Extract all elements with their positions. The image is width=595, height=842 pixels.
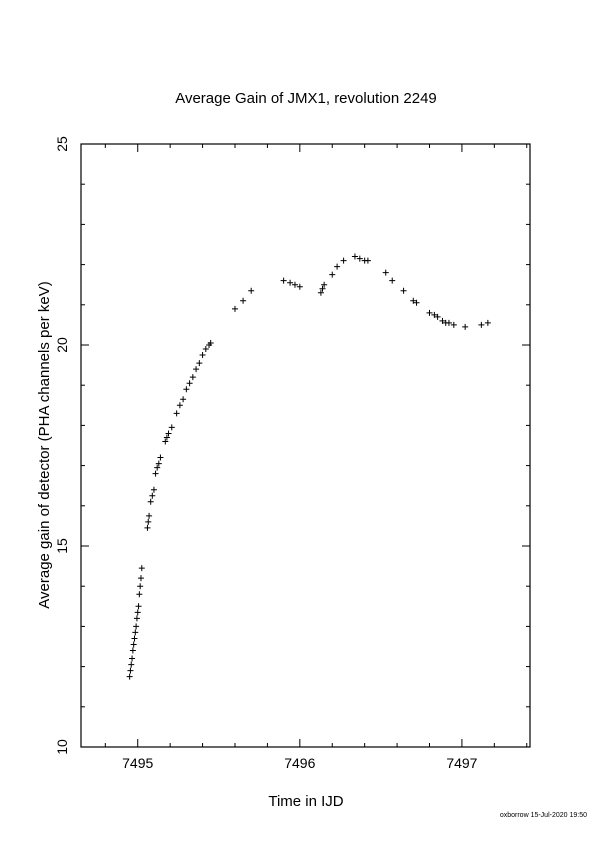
data-point xyxy=(129,647,136,654)
data-point xyxy=(364,257,371,264)
data-point xyxy=(248,287,255,294)
data-point xyxy=(127,667,134,674)
data-point xyxy=(484,319,491,326)
data-point xyxy=(296,283,303,290)
data-point xyxy=(149,492,156,499)
data-point xyxy=(186,380,193,387)
data-point xyxy=(130,641,137,648)
data-point xyxy=(162,438,169,445)
data-point xyxy=(240,297,247,304)
data-point xyxy=(202,346,209,353)
data-point xyxy=(133,623,140,630)
data-point xyxy=(150,486,157,493)
data-point xyxy=(189,374,196,381)
data-point xyxy=(321,281,328,288)
data-point xyxy=(193,366,200,373)
data-point xyxy=(317,289,324,296)
data-point xyxy=(319,285,326,292)
data-point xyxy=(173,410,180,417)
data-point xyxy=(155,460,162,467)
data-point xyxy=(183,386,190,393)
data-point xyxy=(137,583,144,590)
data-point xyxy=(146,512,153,519)
footer-stamp: oxborrow 15-Jul-2020 19:50 xyxy=(500,812,587,819)
data-point xyxy=(133,615,140,622)
data-point xyxy=(434,313,441,320)
data-point xyxy=(382,269,389,276)
x-tick-label: 7496 xyxy=(284,755,315,771)
data-point xyxy=(287,279,294,286)
y-tick-label: 20 xyxy=(54,337,70,353)
axis-ticks xyxy=(81,143,530,748)
data-point xyxy=(135,603,142,610)
data-point xyxy=(196,360,203,367)
data-point xyxy=(144,524,151,531)
y-axis-label: Average gain of detector (PHA channels p… xyxy=(36,281,53,608)
data-point xyxy=(165,430,172,437)
data-point xyxy=(176,402,183,409)
data-point xyxy=(413,299,420,306)
data-point xyxy=(450,321,457,328)
data-point xyxy=(137,575,144,582)
x-tick-label: 7497 xyxy=(446,755,477,771)
data-point xyxy=(356,255,363,262)
data-point xyxy=(478,321,485,328)
data-point xyxy=(136,591,143,598)
data-point xyxy=(163,434,170,441)
data-point xyxy=(426,309,433,316)
plot-frame xyxy=(80,143,531,748)
data-point xyxy=(340,257,347,264)
x-axis-label: Time in IJD xyxy=(268,793,343,810)
data-point xyxy=(131,635,138,642)
data-point xyxy=(157,454,164,461)
y-tick-label: 15 xyxy=(54,538,70,554)
data-point xyxy=(168,424,175,431)
chart-title: Average Gain of JMX1, revolution 2249 xyxy=(175,90,437,107)
data-point xyxy=(147,498,154,505)
data-point xyxy=(329,271,336,278)
data-point xyxy=(134,609,141,616)
data-point xyxy=(145,518,152,525)
data-point xyxy=(231,305,238,312)
data-point xyxy=(351,253,358,260)
axis-tick-labels: 7495 7496 7497 10 15 20 25 xyxy=(54,136,478,771)
data-point xyxy=(280,277,287,284)
data-point xyxy=(410,297,417,304)
data-point xyxy=(389,277,396,284)
data-point xyxy=(445,319,452,326)
data-point xyxy=(132,629,139,636)
data-point xyxy=(439,317,446,324)
data-point xyxy=(291,281,298,288)
data-point xyxy=(400,287,407,294)
data-point xyxy=(126,673,133,680)
data-point xyxy=(180,396,187,403)
data-point xyxy=(138,565,145,572)
data-point xyxy=(431,311,438,318)
x-tick-label: 7495 xyxy=(122,755,153,771)
data-points xyxy=(126,253,491,680)
y-tick-label: 10 xyxy=(54,739,70,755)
data-point xyxy=(128,661,135,668)
data-point xyxy=(207,339,214,346)
data-point xyxy=(199,352,206,359)
data-point xyxy=(154,464,161,471)
data-point xyxy=(152,470,159,477)
data-point xyxy=(462,323,469,330)
data-point xyxy=(334,263,341,270)
data-point xyxy=(129,655,136,662)
y-tick-label: 25 xyxy=(54,136,70,152)
